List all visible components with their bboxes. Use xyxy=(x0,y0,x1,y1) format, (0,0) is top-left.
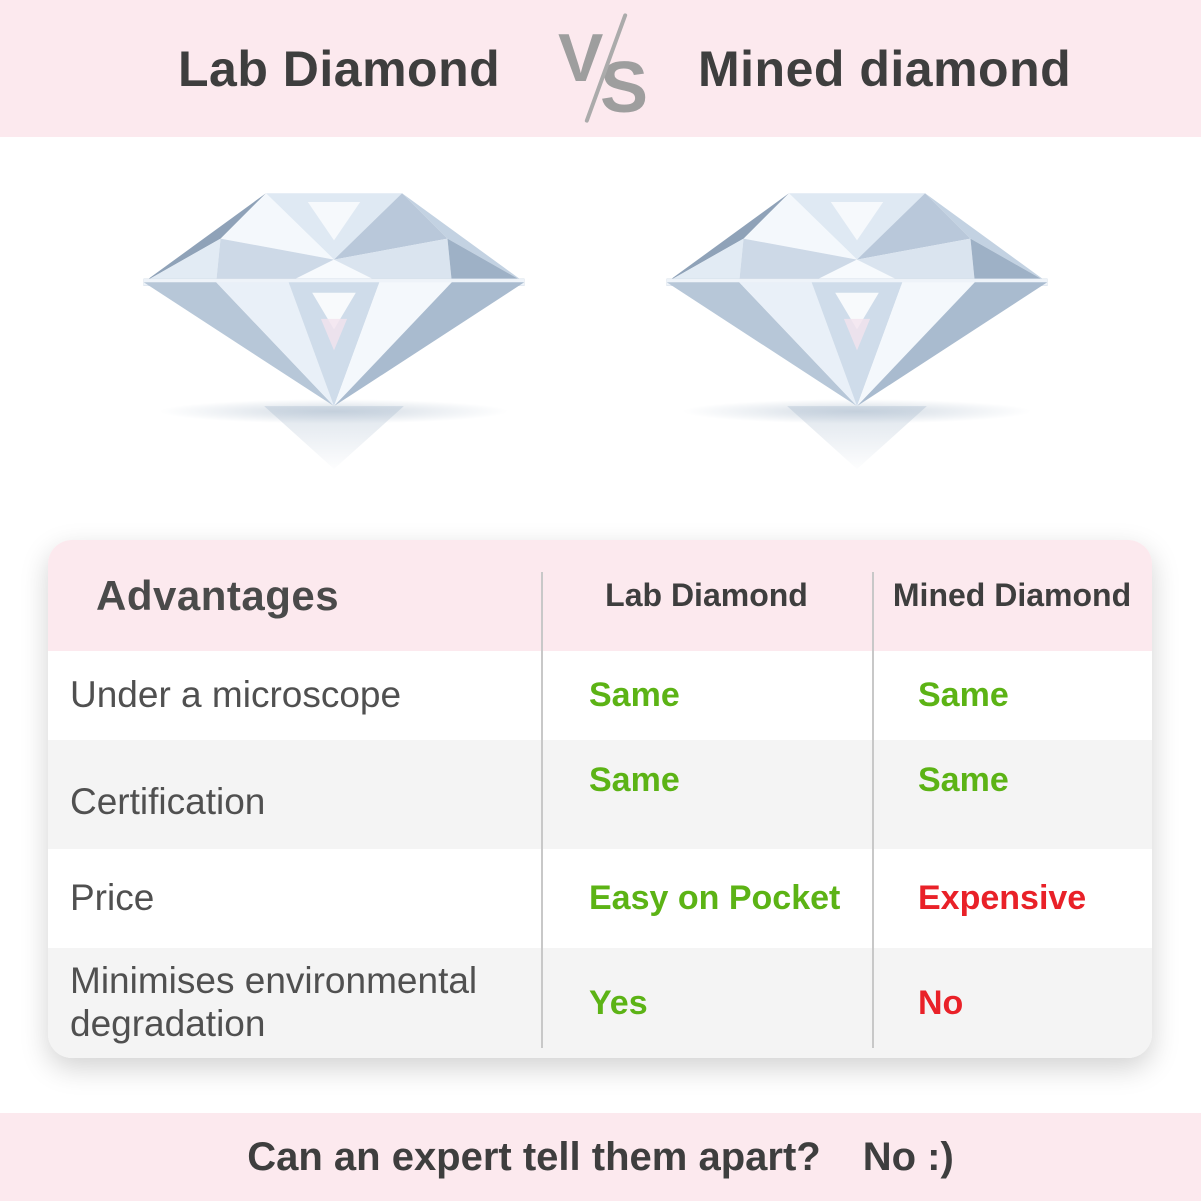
lab-diamond-title: Lab Diamond xyxy=(178,41,501,97)
table-header-row: Advantages Lab Diamond Mined Diamond xyxy=(48,540,1152,651)
column-header-mined-diamond: Mined Diamond xyxy=(892,577,1132,613)
table-row-environment: Minimises environmental degradation Yes … xyxy=(48,948,1152,1058)
column-header-advantages: Advantages xyxy=(96,571,340,619)
vs-letter-v: V xyxy=(558,20,604,96)
row-label: Price xyxy=(70,877,155,919)
row-label: Minimises environmental degradation xyxy=(70,960,478,1044)
column-header-lab-diamond: Lab Diamond xyxy=(605,577,808,613)
comparison-table-card: Advantages Lab Diamond Mined Diamond Und… xyxy=(48,540,1152,1058)
table-row-microscope: Under a microscope Same Same xyxy=(48,651,1152,740)
header-band: Lab Diamond V S Mined diamond xyxy=(0,0,1201,137)
lab-value: Yes xyxy=(589,983,648,1022)
row-label: Certification xyxy=(70,781,266,823)
mined-value: Same xyxy=(918,761,1009,799)
lab-value: Same xyxy=(589,676,680,714)
lab-value: Easy on Pocket xyxy=(589,879,841,917)
footer-question: Can an expert tell them apart? xyxy=(247,1134,821,1179)
vs-badge: V S xyxy=(556,8,656,130)
mined-diamond-image xyxy=(666,193,1048,470)
footer-answer: No :) xyxy=(862,1134,954,1179)
mined-value: No xyxy=(918,983,964,1022)
lab-diamond-image xyxy=(143,193,525,470)
column-divider-1 xyxy=(541,572,543,1048)
column-divider-2 xyxy=(872,572,874,1048)
table-row-certification: Certification Same Same xyxy=(48,740,1152,849)
mined-value: Expensive xyxy=(918,879,1087,917)
row-label: Under a microscope xyxy=(70,674,402,716)
lab-value: Same xyxy=(589,761,680,799)
table-row-price: Price Easy on Pocket Expensive xyxy=(48,849,1152,948)
mined-value: Same xyxy=(918,676,1009,714)
mined-diamond-title: Mined diamond xyxy=(698,41,1072,97)
footer-band: Can an expert tell them apart? No :) xyxy=(0,1113,1201,1201)
